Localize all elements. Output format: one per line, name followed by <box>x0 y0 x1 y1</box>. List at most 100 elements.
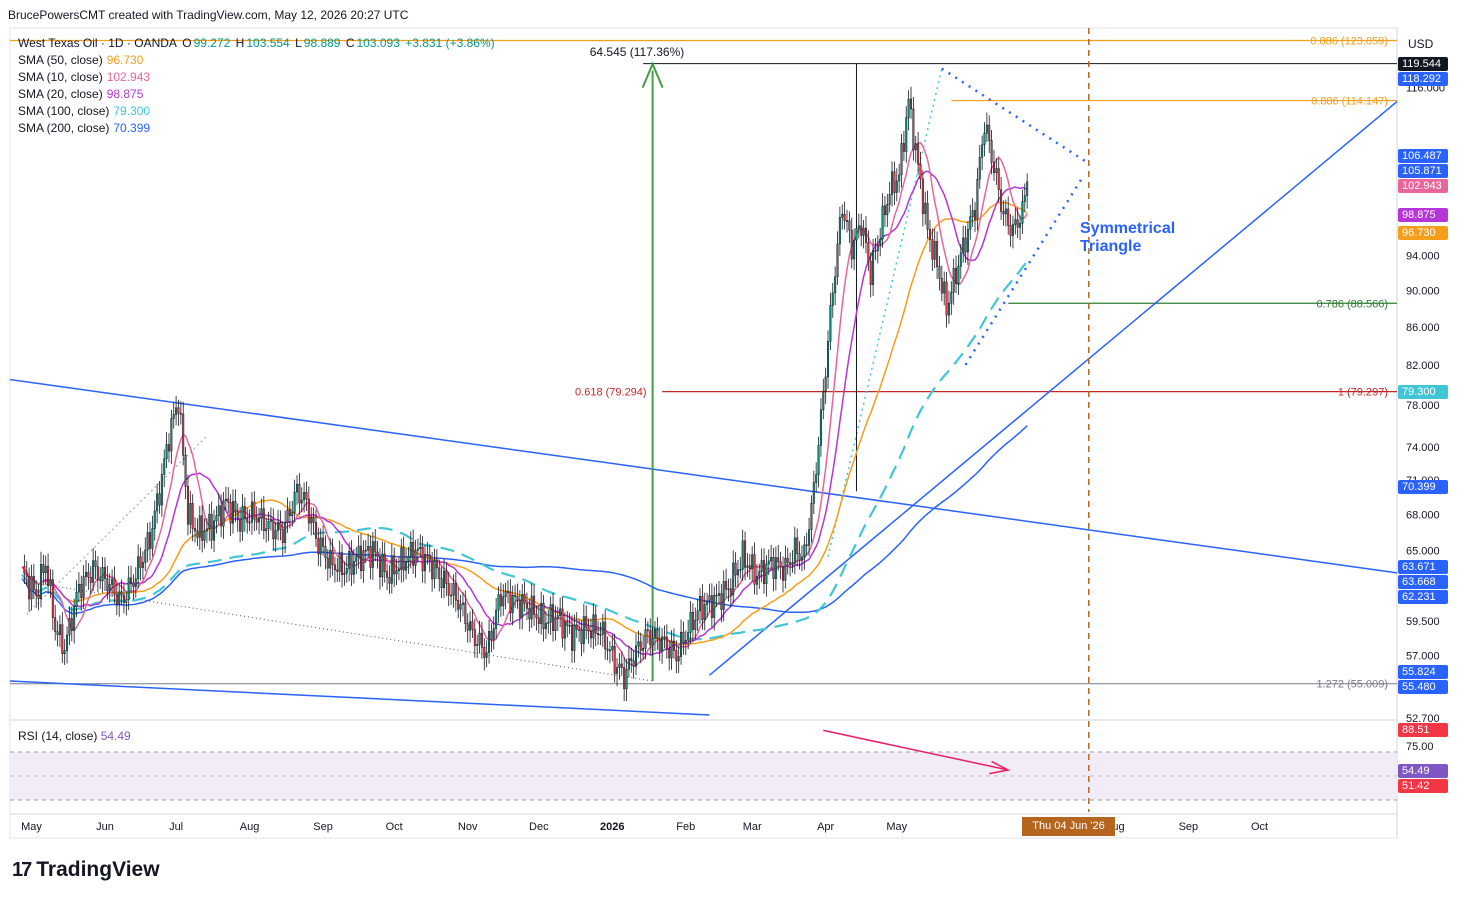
candle-body <box>540 603 543 624</box>
candle-body <box>58 624 61 635</box>
candle-body <box>895 180 898 193</box>
candle-body <box>39 564 42 599</box>
candle-body <box>985 124 988 134</box>
candle-body <box>421 546 424 572</box>
candle-body <box>92 560 95 583</box>
low-value: 98.889 <box>303 36 341 50</box>
candle-body <box>345 568 348 574</box>
candle-body <box>537 617 540 624</box>
candle-body <box>371 541 374 568</box>
currency-label[interactable]: USD <box>1408 37 1434 51</box>
candle-body <box>94 560 97 567</box>
candle-body <box>167 444 170 452</box>
candle-body <box>37 594 40 599</box>
candle-body <box>158 493 161 506</box>
candle-body <box>917 143 920 165</box>
y-tick-label: 94.000 <box>1406 251 1440 263</box>
candle-body <box>122 594 125 603</box>
candle-body <box>130 577 133 584</box>
candle-body <box>381 553 384 578</box>
rsi-label: RSI (14, close) <box>18 729 98 743</box>
x-tick-label: Oct <box>386 821 403 833</box>
candle-body <box>665 636 668 650</box>
candle-body <box>165 444 168 460</box>
candle-body <box>56 631 59 635</box>
indicator-sma-20[interactable]: SMA (20, close) 98.875 <box>18 86 497 103</box>
rsi-legend[interactable]: RSI (14, close) 54.49 <box>18 729 131 743</box>
candle-body <box>869 260 872 285</box>
candle-body <box>279 521 282 530</box>
candle-body <box>770 557 773 562</box>
high-label: H <box>235 36 245 50</box>
candle-body <box>141 562 144 568</box>
rsi-tag: 54.49 <box>1398 763 1448 778</box>
candle-body <box>139 556 142 568</box>
candle-body <box>32 576 35 590</box>
candle-body <box>592 614 595 639</box>
candle-body <box>786 557 789 563</box>
candle-body <box>819 409 822 446</box>
candle-body <box>82 576 85 599</box>
candle-body <box>912 108 915 151</box>
candle-body <box>720 593 723 610</box>
candle-body <box>575 624 578 630</box>
candle-body <box>153 510 156 529</box>
candle-body <box>89 577 92 583</box>
candle-body <box>938 266 941 279</box>
candle-body <box>452 583 455 596</box>
indicator-sma-200[interactable]: SMA (200, close) 70.399 <box>18 120 497 137</box>
indicator-label: SMA (200, close) <box>18 121 110 135</box>
candle-body <box>642 648 645 651</box>
candle-body <box>741 540 744 570</box>
candle-body <box>262 508 265 531</box>
candle-body <box>774 557 777 579</box>
candle-body <box>217 505 220 516</box>
indicator-label: SMA (20, close) <box>18 87 103 101</box>
indicator-sma-50[interactable]: SMA (50, close) 96.730 <box>18 52 497 69</box>
candle-body <box>310 517 313 524</box>
candle-body <box>288 509 291 516</box>
candle-body <box>668 649 671 659</box>
x-tick-label: Dec <box>529 821 549 833</box>
candle-body <box>298 483 301 504</box>
candle-body <box>1026 181 1029 196</box>
candle-body <box>450 594 453 597</box>
candle-body <box>962 237 965 254</box>
candle-body <box>800 556 803 561</box>
candle-body <box>471 621 474 630</box>
indicator-sma-100[interactable]: SMA (100, close) 79.300 <box>18 103 497 120</box>
candle-body <box>582 616 585 644</box>
x-tick-label: Oct <box>1251 821 1268 833</box>
lower-channel-line <box>9 680 710 716</box>
price-tag: 55.824 <box>1398 664 1448 679</box>
candle-body <box>502 596 505 607</box>
instrument-name[interactable]: West Texas Oil · 1D · OANDA <box>18 36 177 50</box>
y-tick-label: 57.000 <box>1406 650 1440 662</box>
candle-body <box>613 646 616 674</box>
candle-body <box>303 492 306 501</box>
y-tick-label: 65.000 <box>1406 545 1440 557</box>
candle-body <box>758 571 761 577</box>
candle-body <box>203 530 206 541</box>
candle-body <box>933 241 936 260</box>
candle-body <box>635 645 638 667</box>
change-value: +3.831 (+3.86%) <box>405 36 495 50</box>
candle-body <box>699 596 702 612</box>
candle-body <box>606 648 609 651</box>
indicator-sma-10[interactable]: SMA (10, close) 102.943 <box>18 69 497 86</box>
candle-body <box>713 594 716 618</box>
candle-body <box>144 549 147 563</box>
candle-body <box>428 555 431 562</box>
candle-body <box>739 569 742 571</box>
candle-body <box>552 604 555 631</box>
candle-body <box>495 609 498 629</box>
candle-body <box>137 556 140 580</box>
candle-body <box>630 658 633 662</box>
fib-886-upper-label: 0.886 (123.059) <box>1310 36 1388 48</box>
candle-body <box>559 608 562 617</box>
close-value: 103.093 <box>356 36 400 50</box>
candle-body <box>779 561 782 568</box>
candle-body <box>658 638 661 652</box>
candle-body <box>841 213 844 218</box>
